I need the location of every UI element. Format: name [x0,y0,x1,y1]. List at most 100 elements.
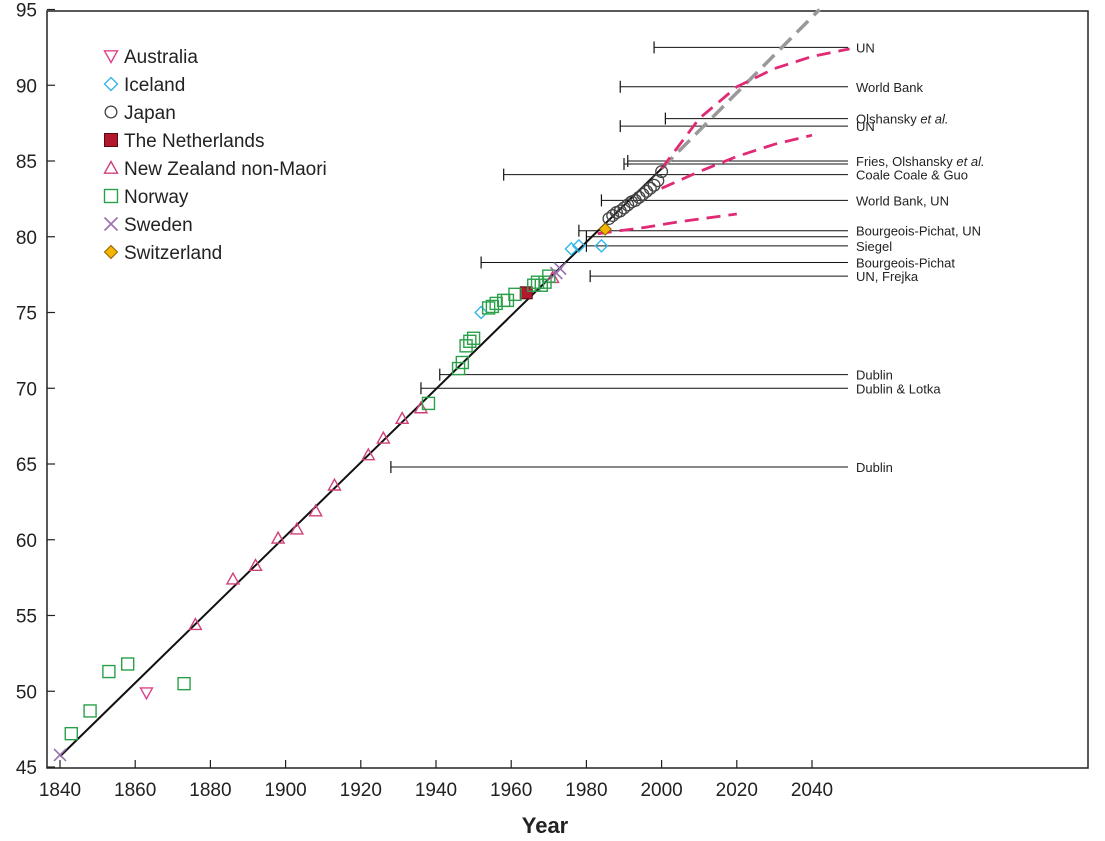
x-tick-label: 1980 [565,780,607,801]
legend-label: Iceland [124,75,185,96]
data-point [621,198,635,212]
projection-label: Fries, Olshansky et al. [856,154,985,169]
projection-curve [661,133,813,190]
data-point [376,430,391,444]
legend-marker [103,188,119,204]
data-point [53,748,67,762]
data-point [606,209,620,223]
projection-label: World Bank, UN [856,193,949,208]
data-point [459,339,473,353]
x-tick-label: 1900 [264,780,306,801]
y-tick-label: 70 [16,379,37,400]
projection-label: Dublin [856,368,893,383]
x-tick-label: 2040 [791,780,833,801]
data-point [102,664,116,679]
legend-label: Japan [124,103,176,124]
y-tick-label: 85 [16,152,37,173]
data-point [474,305,489,320]
data-point [413,400,429,414]
y-tick-label: 50 [16,682,37,703]
projection-label: Coale Coale & Guo [856,168,968,183]
x-tick-label: 1920 [340,780,382,801]
y-tick-label: 55 [16,607,37,628]
x-tick-label: 1860 [114,780,156,801]
data-point [594,238,609,253]
x-tick-label: 1960 [490,780,532,801]
data-points [53,165,669,762]
legend-marker [103,216,119,232]
legend-label: New Zealand non-Maori [124,159,327,180]
data-point [519,286,533,300]
projection-curve [597,212,737,236]
data-point [534,278,548,292]
legend-label: The Netherlands [124,131,264,152]
data-point [120,657,135,671]
x-stroke [53,748,67,762]
y-tick-label: 65 [16,455,37,476]
y-tick-label: 95 [16,1,37,22]
data-point [248,558,263,572]
x-stroke [553,261,567,276]
data-point [651,174,665,188]
legend-marker [103,160,119,174]
projection-label: UN, Frejka [856,269,919,284]
data-point [640,184,654,198]
legend-marker [103,50,119,64]
legend-label: Norway [124,187,189,208]
data-point [542,269,556,283]
data-point [455,355,470,370]
data-point [83,704,97,718]
data-point [289,521,305,535]
x-stroke [103,216,119,232]
y-tick-label: 60 [16,531,37,552]
data-point [553,261,567,276]
x-tick-label: 1840 [39,780,81,801]
legend-marker [104,133,118,147]
projection-label: Bourgeois-Pichat, UN [856,224,981,239]
legend-marker [103,244,119,260]
data-point [361,447,376,461]
projection-label: Dublin [856,460,893,475]
projection-label: UN [856,40,875,55]
data-point [647,178,661,192]
projection-label: Siegel [856,239,892,254]
projection-label: Dublin & Lotka [856,381,941,396]
x-axis: 1840 1860 1880 1900 1920 1940 1960 1980 2000 2020… [39,760,833,801]
data-point [496,293,511,308]
y-tick-label: 90 [16,76,37,97]
data-point [564,241,579,256]
data-point [655,165,669,179]
data-point [188,617,203,631]
legend-label: Sweden [124,215,193,236]
data-point [139,687,154,701]
y-tick-label: 80 [16,228,37,249]
legend-marker [104,105,118,119]
data-point [481,301,496,315]
data-point [636,187,650,201]
data-point [327,477,342,491]
x-axis-title: Year [522,813,569,838]
y-axis: 45 50 55 60 65 70 75 80 85 90 95 [16,1,55,779]
data-point [394,411,410,425]
data-point [466,331,481,345]
projection-label: Olshansky et al. [856,112,949,127]
projection-label: UN [856,119,875,134]
x-tick-label: 2000 [640,780,682,801]
projection-label: Bourgeois-Pichat [856,256,955,271]
y-tick-label: 45 [16,758,37,779]
extrapolation-line [660,8,821,170]
plot-frame [46,10,1089,769]
data-point [508,287,522,302]
data-point [489,296,503,311]
legend: Australia Iceland Japan The Netherlands New … [103,47,327,264]
data-point [64,726,78,741]
x-tick-label: 1940 [415,780,457,801]
data-point [225,571,241,585]
legend-label: Switzerland [124,243,222,264]
data-point [463,334,477,348]
x-tick-label: 1880 [189,780,231,801]
legend-marker [103,76,119,92]
data-point [602,212,616,226]
